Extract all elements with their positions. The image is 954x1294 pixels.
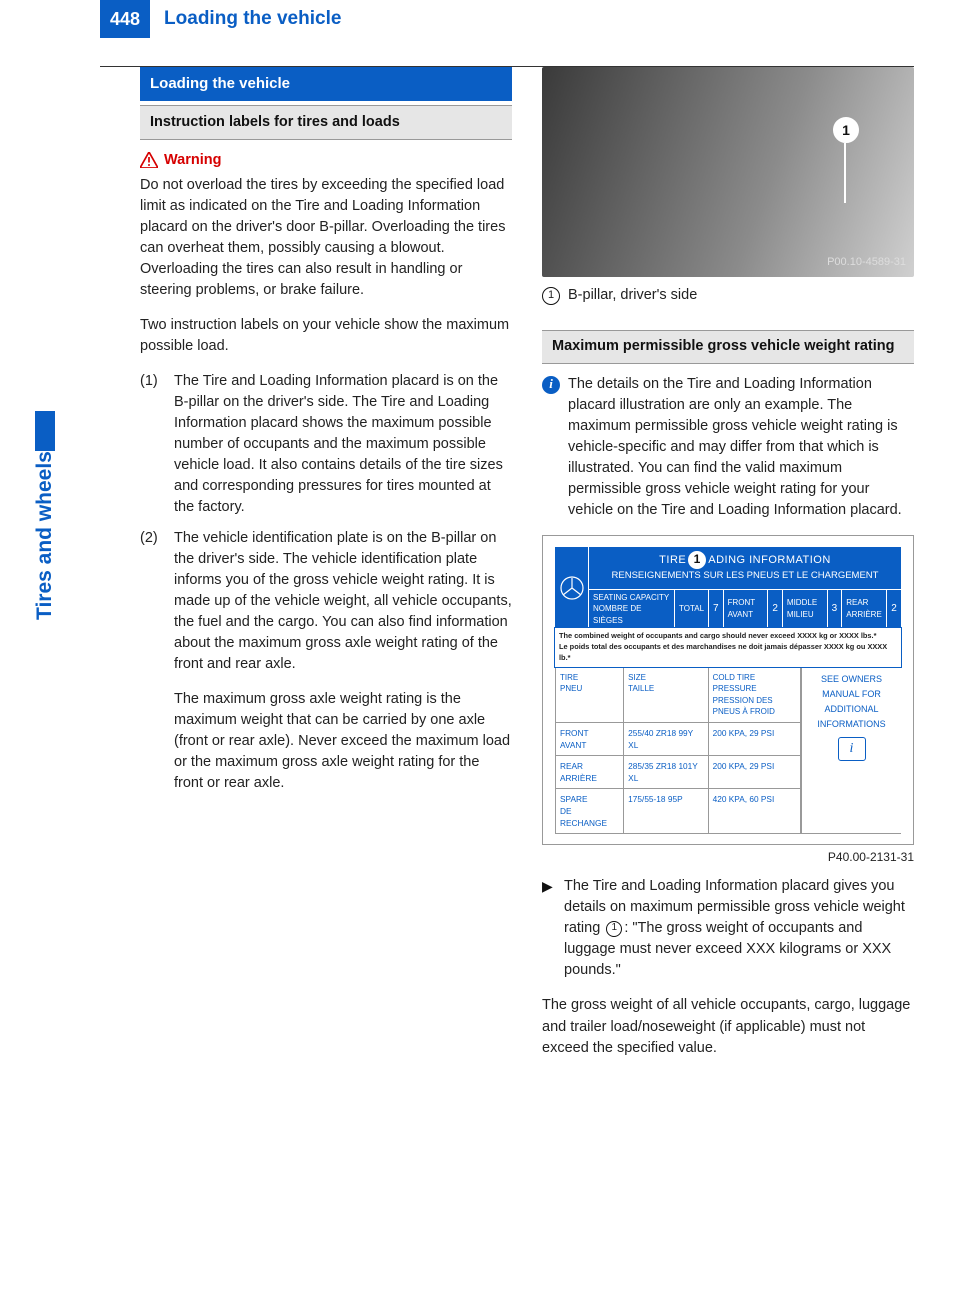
info-note: i The details on the Tire and Loading In… [542, 374, 914, 521]
placard-weight-statement: The combined weight of occupants and car… [555, 628, 901, 666]
page-title: Loading the vehicle [164, 5, 341, 33]
tire-loading-placard: TIRE1ADING INFORMATION RENSEIGNEMENTS SU… [542, 535, 914, 845]
list-item: (1) The Tire and Loading Information pla… [140, 371, 512, 518]
placard-middle-value: 3 [828, 590, 843, 629]
bullet-text: The Tire and Loading Information placard… [564, 876, 914, 981]
warning-text: Do not overload the tires by exceeding t… [140, 175, 512, 301]
warning-header: Warning [140, 150, 512, 171]
figure-caption: 1 B-pillar, driver's side [542, 285, 914, 306]
section-heading: Loading the vehicle [140, 67, 512, 101]
figure-callout-1: 1 [833, 117, 859, 143]
warning-icon [140, 152, 158, 168]
inline-callout-1: 1 [606, 921, 622, 937]
section-tab-label: Tires and wheels [30, 451, 60, 620]
info-icon: i [542, 376, 560, 394]
figure-callout-line [844, 143, 846, 203]
page-header: 448 Loading the vehicle [100, 0, 954, 38]
placard-callout-1: 1 [688, 551, 706, 569]
info-note-text: The details on the Tire and Loading Info… [568, 374, 914, 521]
list-item-number: (1) [140, 371, 166, 518]
final-paragraph: The gross weight of all vehicle occupant… [542, 995, 914, 1058]
list-item: (2) The vehicle identification plate is … [140, 528, 512, 675]
placard-total-value: 7 [709, 590, 724, 629]
placard-rear-label: REARARRIÈRE [842, 590, 887, 629]
warning-label: Warning [164, 150, 221, 171]
placard-title-part1: TIRE [659, 554, 686, 566]
caption-text: B-pillar, driver's side [568, 285, 697, 306]
placard-rear-value: 2 [887, 590, 901, 629]
bullet-arrow-icon: ▶ [542, 876, 556, 981]
subheading-max-gvwr: Maximum permissible gross vehicle weight… [542, 330, 914, 364]
bullet-item: ▶ The Tire and Loading Information placa… [542, 876, 914, 981]
list-item-number: (2) [140, 528, 166, 675]
figure-bpillar: 1 P00.10-4589-31 [542, 67, 914, 277]
section-tab-block [35, 411, 55, 451]
numbered-list: (1) The Tire and Loading Information pla… [140, 371, 512, 675]
intro-paragraph: Two instruction labels on your vehicle s… [140, 315, 512, 357]
left-column: Loading the vehicle Instruction labels f… [140, 67, 512, 1072]
section-tab: Tires and wheels [30, 403, 60, 620]
caption-number-icon: 1 [542, 287, 560, 305]
placard-middle-label: MIDDLEMILIEU [783, 590, 828, 629]
placard-logo [555, 547, 589, 629]
placard-title-fr: RENSEIGNEMENTS SUR LES PNEUS ET LE CHARG… [593, 569, 897, 583]
figure-id: P00.10-4589-31 [827, 255, 906, 271]
manual-icon: i [838, 737, 866, 761]
placard-front-label: FRONTAVANT [724, 590, 769, 629]
subheading-instruction-labels: Instruction labels for tires and loads [140, 105, 512, 140]
axle-paragraph: The maximum gross axle weight rating is … [174, 689, 512, 794]
placard-total-label: TOTAL [675, 590, 709, 629]
right-column: 1 P00.10-4589-31 1 B-pillar, driver's si… [542, 67, 914, 1072]
list-item-text: The Tire and Loading Information placard… [174, 371, 512, 518]
placard-figure-id: P40.00-2131-31 [542, 849, 914, 866]
page-number: 448 [100, 0, 150, 38]
placard-seating-label: SEATING CAPACITYNOMBRE DE SIÈGES [589, 590, 675, 629]
placard-title-part2: ADING INFORMATION [708, 554, 831, 566]
list-item-text: The vehicle identification plate is on t… [174, 528, 512, 675]
placard-tire-table: TIREPNEU SIZETAILLE COLD TIRE PRESSUREPR… [555, 667, 801, 834]
placard-front-value: 2 [768, 590, 783, 629]
placard-owners-manual: SEE OWNERS MANUAL FOR ADDITIONAL INFORMA… [801, 667, 901, 834]
placard-title: TIRE1ADING INFORMATION RENSEIGNEMENTS SU… [589, 547, 901, 589]
